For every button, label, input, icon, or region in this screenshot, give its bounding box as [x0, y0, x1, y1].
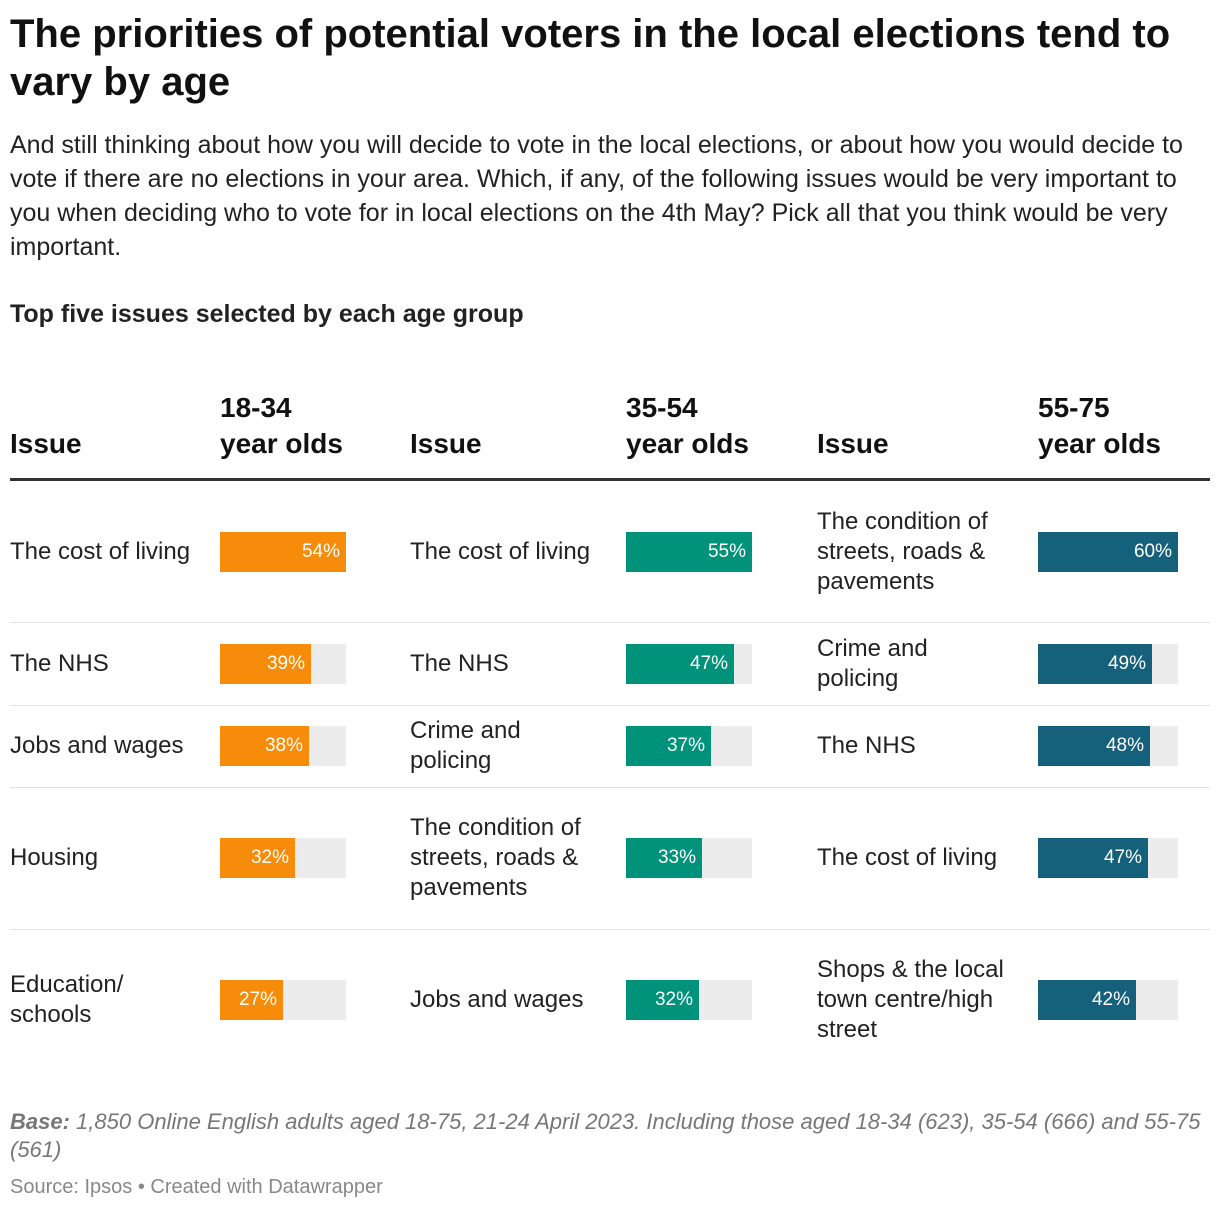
bar-fill — [1038, 532, 1178, 572]
bar-value-label: 47% — [689, 653, 728, 674]
bar-value-label: 32% — [654, 989, 693, 1010]
issue-label: Shops & the local town centre/high stree… — [817, 956, 1004, 1043]
bar-track: 32% — [626, 980, 752, 1020]
issue-label: Jobs and wages — [10, 732, 184, 759]
bar-value-label: 48% — [1105, 735, 1144, 756]
issue-header-55-75: Issue — [817, 428, 889, 459]
issue-label: The cost of living — [10, 538, 191, 565]
issue-label: The condition of streets, roads & paveme… — [817, 508, 988, 595]
row-divider — [10, 929, 1210, 930]
bar-track: 48% — [1038, 726, 1178, 766]
bar-value-label: 37% — [666, 735, 705, 756]
bar-track: 32% — [220, 838, 346, 878]
issue-label: Jobs and wages — [410, 986, 584, 1013]
bar-value-label: 47% — [1103, 847, 1142, 868]
value-header-18-34-line2: year olds — [220, 428, 343, 459]
bar-value-label: 54% — [301, 541, 340, 562]
issue-label: The NHS — [410, 650, 509, 677]
bar-value-label: 39% — [266, 653, 305, 674]
bar-fill — [626, 532, 752, 572]
value-header-55-75: 55-75 year olds — [1038, 390, 1161, 462]
bar-value-label: 27% — [238, 989, 277, 1010]
bar-value-label: 32% — [250, 847, 289, 868]
bar-value-label: 38% — [264, 735, 303, 756]
value-header-18-34-line1: 18-34 — [220, 392, 292, 423]
issue-label: The cost of living — [817, 844, 998, 871]
chart-description: And still thinking about how you will de… — [10, 131, 1183, 261]
bar-track: 27% — [220, 980, 346, 1020]
chart-notes: Base: 1,850 Online English adults aged 1… — [10, 1108, 1210, 1164]
bar-track: 49% — [1038, 644, 1178, 684]
issue-label: Crime and policing — [817, 635, 928, 692]
issue-label: The cost of living — [410, 538, 591, 565]
bar-fill — [220, 726, 309, 766]
bar-track: 39% — [220, 644, 346, 684]
notes-label: Base: — [10, 1109, 70, 1134]
bar-fill — [626, 838, 702, 878]
bar-fill — [220, 532, 346, 572]
bar-fill — [1038, 980, 1136, 1020]
bar-track: 55% — [626, 532, 752, 572]
bar-track: 42% — [1038, 980, 1178, 1020]
header-divider — [10, 478, 1210, 481]
bar-track: 60% — [1038, 532, 1178, 572]
issue-label: The NHS — [10, 650, 109, 677]
bar-fill — [1038, 644, 1152, 684]
issue-label: Education/ schools — [10, 971, 124, 1028]
bar-fill — [626, 644, 734, 684]
issue-header-35-54: Issue — [410, 428, 482, 459]
issue-label: Crime and policing — [410, 717, 521, 774]
bar-track: 47% — [626, 644, 752, 684]
bar-value-label: 33% — [657, 847, 696, 868]
value-header-35-54: 35-54 year olds — [626, 390, 749, 462]
value-header-18-34: 18-34 year olds — [220, 390, 343, 462]
bar-fill — [626, 980, 699, 1020]
notes-text: 1,850 Online English adults aged 18-75, … — [10, 1109, 1201, 1162]
bar-fill — [220, 980, 283, 1020]
issue-label: The condition of streets, roads & paveme… — [410, 814, 581, 901]
value-header-35-54-line2: year olds — [626, 428, 749, 459]
bar-track: 37% — [626, 726, 752, 766]
row-divider — [10, 705, 1210, 706]
value-header-55-75-line2: year olds — [1038, 428, 1161, 459]
bar-value-label: 42% — [1091, 989, 1130, 1010]
row-divider — [10, 787, 1210, 788]
chart-subtitle: Top five issues selected by each age gro… — [10, 300, 524, 328]
issue-header-18-34: Issue — [10, 428, 82, 459]
bar-fill — [1038, 838, 1148, 878]
chart-source: Source: Ipsos • Created with Datawrapper — [10, 1176, 383, 1198]
bar-fill — [220, 644, 311, 684]
bar-value-label: 60% — [1133, 541, 1172, 562]
bar-fill — [626, 726, 711, 766]
bar-track: 47% — [1038, 838, 1178, 878]
bar-fill — [1038, 726, 1150, 766]
bar-value-label: 49% — [1107, 653, 1146, 674]
bar-value-label: 55% — [707, 541, 746, 562]
issue-label: The NHS — [817, 732, 916, 759]
issue-label: Housing — [10, 844, 99, 871]
bar-track: 54% — [220, 532, 346, 572]
chart-title: The priorities of potential voters in th… — [10, 12, 1171, 104]
value-header-55-75-line1: 55-75 — [1038, 392, 1110, 423]
bar-fill — [220, 838, 295, 878]
bar-track: 33% — [626, 838, 752, 878]
row-divider — [10, 622, 1210, 623]
value-header-35-54-line1: 35-54 — [626, 392, 698, 423]
bar-track: 38% — [220, 726, 346, 766]
